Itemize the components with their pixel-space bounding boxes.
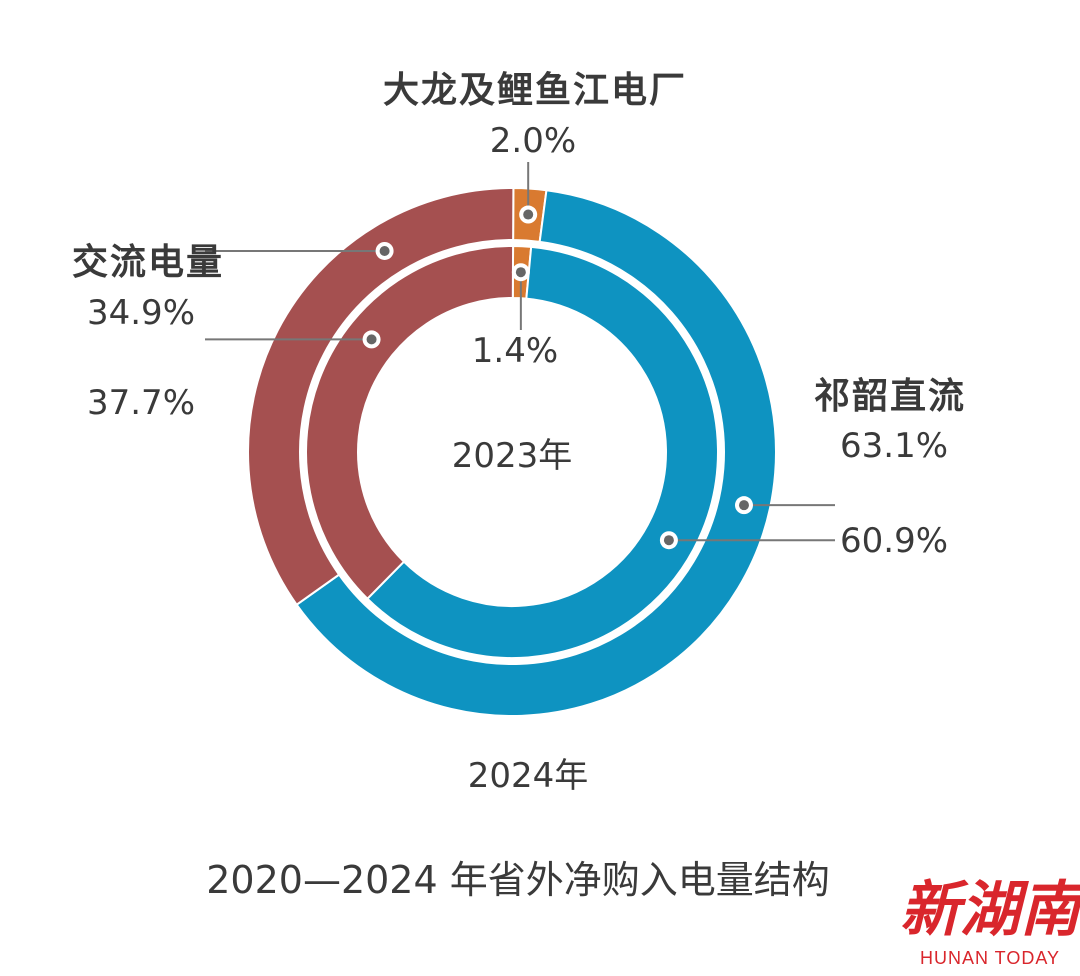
value-markers-group xyxy=(362,205,753,550)
marker-dot-jiaoliu-inner xyxy=(366,334,377,345)
marker-dot-dalong-outer xyxy=(523,209,534,220)
value-label-jiaoliu-2023: 37.7% xyxy=(87,383,195,423)
marker-dot-qishao-outer xyxy=(738,500,749,511)
slice-qishao-inner xyxy=(365,245,719,659)
slice-qishao-outer xyxy=(295,189,777,717)
marker-dot-qishao-inner xyxy=(663,535,674,546)
slice-jiaoliu-outer xyxy=(247,187,515,607)
marker-dot-dalong-inner xyxy=(515,267,526,278)
year-label-inner: 2023年 xyxy=(452,436,573,476)
category-label-qishao: 祁韶直流 xyxy=(814,376,966,417)
ring-separator xyxy=(301,241,723,663)
marker-dot-jiaoliu-outer xyxy=(379,245,390,256)
logo-text: 新湖南 xyxy=(900,875,1080,945)
value-label-qishao-2023: 60.9% xyxy=(840,521,948,561)
category-label-jiaoliu: 交流电量 xyxy=(72,241,224,283)
value-label-jiaoliu-2024: 34.9% xyxy=(87,293,195,333)
chart-title: 2020—2024 年省外净购入电量结构 xyxy=(206,858,830,902)
leader-lines-group xyxy=(205,162,835,542)
slice-jiaoliu-inner xyxy=(305,245,515,601)
value-label-dalong-2023: 1.4% xyxy=(472,331,558,371)
value-label-qishao-2024: 63.1% xyxy=(840,426,948,466)
year-label-outer: 2024年 xyxy=(468,756,589,796)
value-label-dalong-2024: 2.0% xyxy=(490,121,576,161)
category-label-dalong: 大龙及鲤鱼江电厂 xyxy=(383,70,687,111)
logo-subtitle: HUNAN TODAY xyxy=(920,948,1060,968)
